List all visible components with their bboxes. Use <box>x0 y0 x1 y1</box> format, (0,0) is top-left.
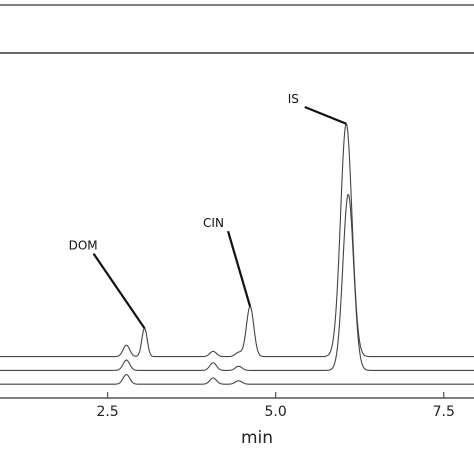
x-axis-title: min <box>241 428 273 448</box>
peak-leader-dom <box>92 253 146 329</box>
peak-leader-cin <box>226 230 252 307</box>
trace-line-2 <box>0 193 474 371</box>
peak-label-dom: DOM <box>69 239 98 253</box>
trace-line-1 <box>0 373 474 385</box>
plot-frame <box>0 52 474 399</box>
header-frame <box>0 4 474 54</box>
peak-label-is: IS <box>288 92 299 106</box>
peak-annotations: DOM CIN IS <box>69 92 347 329</box>
x-tick-label-1: 5.0 <box>265 404 287 420</box>
trace-line-3 <box>0 123 474 358</box>
chromatogram-traces <box>0 123 474 385</box>
peak-label-cin: CIN <box>203 216 224 230</box>
x-axis-ticks: 2.5 5.0 7.5 <box>96 392 455 420</box>
x-tick-label-0: 2.5 <box>96 404 118 420</box>
x-tick-label-2: 7.5 <box>433 404 455 420</box>
peak-leader-is <box>304 106 347 125</box>
